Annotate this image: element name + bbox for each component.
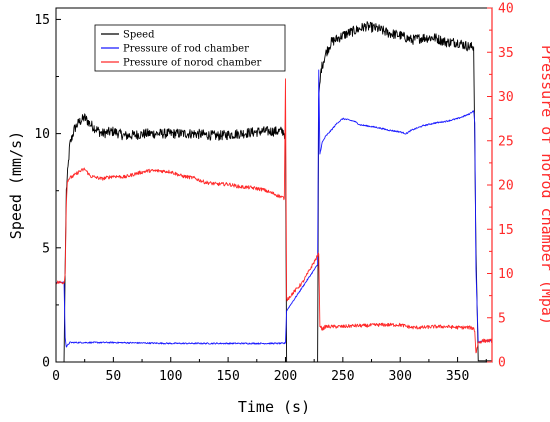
y-right-tick-label: 40: [498, 2, 514, 17]
x-tick-label: 0: [52, 369, 60, 384]
y-right-tick-label: 30: [498, 90, 514, 105]
x-tick-label: 350: [446, 369, 469, 384]
x-tick-label: 300: [388, 369, 411, 384]
y-right-tick-label: 5: [498, 311, 506, 326]
y-right-tick-label: 20: [498, 179, 514, 194]
y-right-tick-label: 10: [498, 267, 514, 282]
y-left-tick-label: 15: [34, 13, 50, 28]
y-right-tick-label: 25: [498, 134, 514, 149]
y-right-tick-label: 35: [498, 46, 514, 61]
x-tick-label: 250: [331, 369, 354, 384]
series-line-rod-pressure: [55, 69, 493, 348]
legend-box: [94, 24, 286, 72]
x-tick-label: 150: [216, 369, 239, 384]
y-left-tick-label: 5: [42, 241, 50, 256]
y-left-tick-label: 10: [34, 127, 50, 142]
x-axis-title: Time (s): [238, 398, 310, 416]
x-tick-label: 100: [159, 369, 182, 384]
series-line-norod-pressure: [55, 78, 493, 354]
x-tick-label: 200: [274, 369, 297, 384]
legend-label-norod-pressure: Pressure of norod chamber: [123, 58, 262, 69]
series-group: [55, 21, 493, 363]
y-axis-right-title: Pressure of norod chamber (Mpa): [538, 45, 550, 325]
x-tick-label: 50: [106, 369, 122, 384]
y-right-tick-label: 0: [498, 356, 506, 371]
legend-label-speed: Speed: [123, 30, 155, 41]
axes-group: 0 50 100 150 200 250 300 3500510150510152025303…: [34, 2, 513, 385]
legend: Speed Pressure of rod chamber Pressure o…: [94, 24, 286, 72]
legend-label-rod-pressure: Pressure of rod chamber: [123, 44, 249, 55]
series-line-speed: [56, 21, 492, 363]
y-axis-left-title: Speed (mm/s): [7, 131, 25, 239]
y-right-tick-label: 15: [498, 223, 514, 238]
y-left-tick-label: 0: [42, 356, 50, 371]
